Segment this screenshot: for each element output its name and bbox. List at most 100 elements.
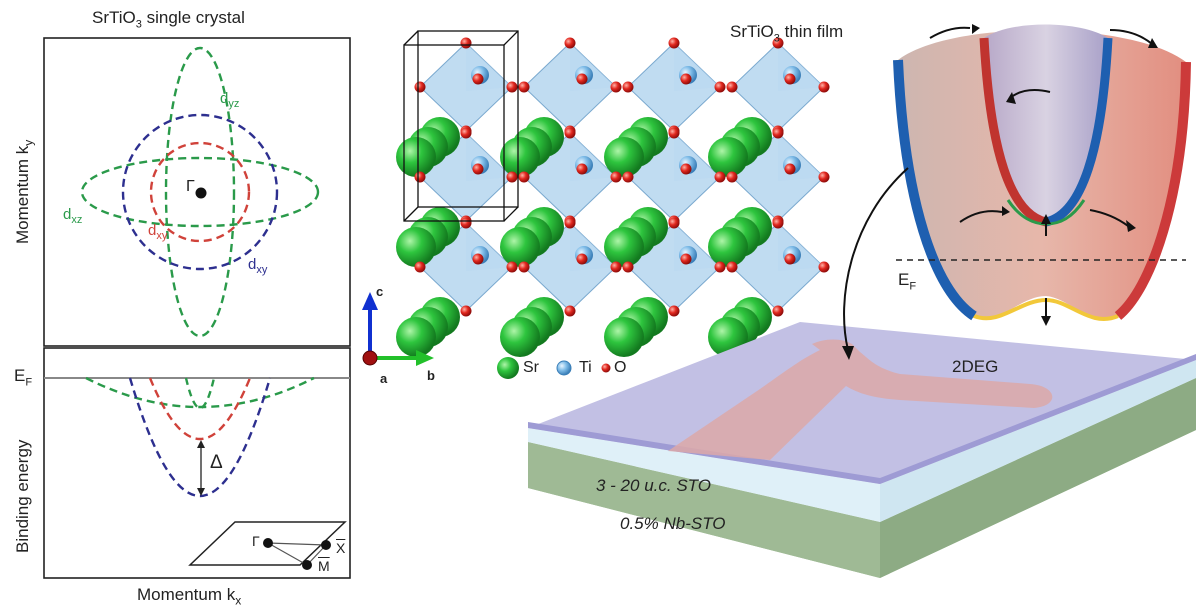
atoms-layer [396,37,830,357]
o-atom [518,261,530,273]
o-atom [726,81,738,93]
o-atom [622,261,634,273]
o-atom [576,253,588,265]
o-atom [506,261,518,273]
o-atom [472,253,484,265]
xlabel-momentum-kx: Momentum kx [137,585,242,608]
atom-legend-icons [497,357,611,379]
dxy-band-upper [148,377,252,440]
o-atom [680,253,692,265]
a-axis-dot [362,350,378,366]
o-atom [460,127,472,139]
o-atom [668,217,680,229]
gamma-point-dot [195,187,207,199]
o-atom [772,305,784,317]
sr-atom [708,137,748,177]
dyz-contour [164,46,236,338]
brillouin-zone-inset [188,521,347,570]
thin-film-fermi-label: EF [898,270,917,293]
o-atom [564,305,576,317]
o-atom [772,217,784,229]
legend-o: O [614,359,627,376]
sto-layer-front [528,428,880,522]
o-atom [564,127,576,139]
o-atom [784,253,796,265]
sr-atom [396,137,436,177]
o-atom [610,261,622,273]
connector-arrow [843,167,909,351]
o-atom [414,171,426,183]
legend-ti: Ti [579,359,592,376]
o-atom [576,163,588,175]
o-atom [668,127,680,139]
o-atom-icon [601,363,611,373]
heavy-band [85,376,315,409]
bz-m-label: M [318,558,330,574]
single-crystal-figure [43,37,351,579]
sr-atom [396,227,436,267]
bz-x-label: X [336,540,346,556]
o-atom [772,37,784,49]
o-atom [460,37,472,49]
sto-layer-label: 3 - 20 u.c. STO [596,476,711,495]
fermi-energy-label: EF [14,366,33,389]
axis-c-label: c [376,284,384,299]
o-atom [460,217,472,229]
o-atom [714,171,726,183]
crystal-structure [396,30,830,357]
panel-title-thin-film: SrTiO3 thin film [730,22,844,45]
o-atom [818,81,830,93]
nb-sto-layer-label: 0.5% Nb-STO [620,514,726,533]
o-atom [506,81,518,93]
o-atom [680,163,692,175]
dxy-band-lower [128,377,272,498]
orbital-label-dxy-outer: dxy [248,256,268,276]
gamma-label: Γ [186,178,195,195]
delta-arrow [197,440,205,496]
o-atom [564,37,576,49]
o-atom [784,163,796,175]
band-parabolas [85,376,315,498]
o-atom [564,217,576,229]
panel-title-single-crystal: SrTiO3 single crystal [92,8,245,31]
o-atom [472,163,484,175]
o-atom [714,81,726,93]
o-atom [576,73,588,85]
sr-atom [604,227,644,267]
sr-atom [604,317,644,357]
o-atom [622,171,634,183]
bz-gamma-label: Γ [252,533,260,549]
sr-atom [500,227,540,267]
thin-film-band-structure [893,24,1191,326]
axes-triad [362,292,434,366]
orbital-label-dxz: dxz [63,206,83,226]
o-atom [668,37,680,49]
o-atom [506,171,518,183]
o-atom [472,73,484,85]
o-atom [680,73,692,85]
ti-atom-icon [556,360,572,376]
o-atom [772,127,784,139]
o-atom [460,305,472,317]
dxy-outer-contour [121,113,279,271]
o-atom [610,171,622,183]
o-atom [818,261,830,273]
sr-atom-icon [497,357,519,379]
o-atom [714,261,726,273]
dxy-inner-contour [149,141,251,243]
legend-sr: Sr [523,359,539,376]
o-atom [668,305,680,317]
o-atom [518,171,530,183]
o-atom [622,81,634,93]
o-atom [414,81,426,93]
sr-atom [396,317,436,357]
o-atom [610,81,622,93]
o-atom [726,171,738,183]
o-atom [726,261,738,273]
sr-atom [604,137,644,177]
dxz-contour [80,156,320,228]
orbital-label-dxy-inner: dxy [148,222,168,242]
delta-label: Δ [210,452,223,473]
o-atom [818,171,830,183]
